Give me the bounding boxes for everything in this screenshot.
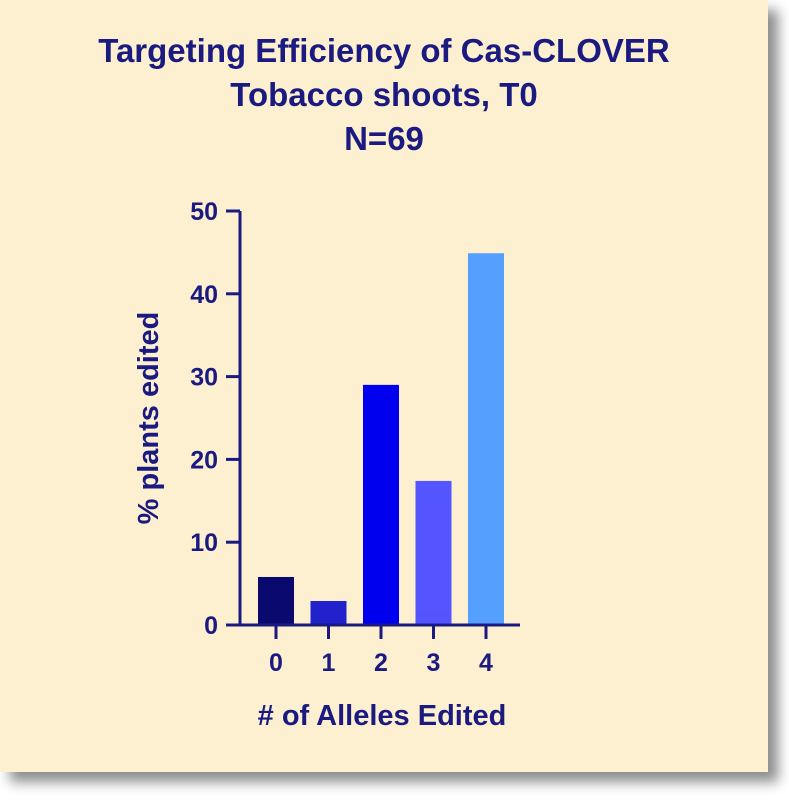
bar-0 <box>258 576 294 625</box>
bar-1 <box>310 600 347 625</box>
y-tick-label: 20 <box>190 446 218 474</box>
y-tick-label: 50 <box>190 198 218 226</box>
x-axis-label: # of Alleles Edited <box>258 700 507 732</box>
y-tick-label: 10 <box>190 529 218 557</box>
y-tick-label: 0 <box>204 612 218 640</box>
chart: Targeting Efficiency of Cas-CLOVER Tobac… <box>98 32 670 732</box>
y-tick-label: 30 <box>190 364 218 392</box>
bars-group <box>258 253 504 625</box>
title-line-3: N=69 <box>344 120 424 157</box>
y-tick-label: 40 <box>190 281 218 309</box>
y-axis-label: % plants edited <box>133 312 165 525</box>
x-tick-label: 3 <box>427 649 441 677</box>
title-line-2: Tobacco shoots, T0 <box>230 76 537 113</box>
bar-2 <box>363 384 399 625</box>
chart-card: Targeting Efficiency of Cas-CLOVER Tobac… <box>0 0 768 772</box>
x-tick-label: 2 <box>374 649 388 677</box>
bar-3 <box>415 480 452 625</box>
y-axis: 0 10 20 30 40 50 <box>190 198 242 640</box>
title-line-1: Targeting Efficiency of Cas-CLOVER <box>98 32 670 69</box>
x-axis: 0 1 2 3 4 <box>240 623 520 677</box>
x-tick-label: 1 <box>322 649 336 677</box>
x-tick-label: 4 <box>479 649 493 677</box>
chart-title: Targeting Efficiency of Cas-CLOVER Tobac… <box>98 32 670 157</box>
x-tick-label: 0 <box>269 649 283 677</box>
bar-4 <box>468 253 504 625</box>
